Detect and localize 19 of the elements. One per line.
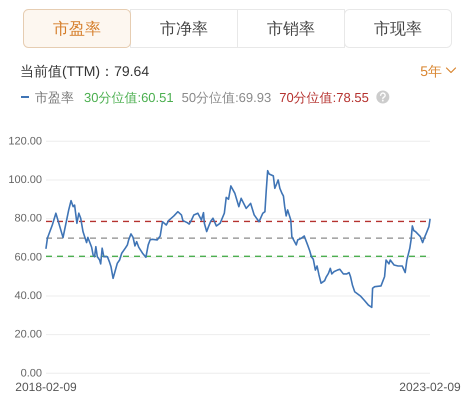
- ytick: 80.00: [14, 212, 42, 225]
- ytick: 120.00: [8, 135, 42, 148]
- tab-label: 市净率: [160, 21, 208, 38]
- tab-label: 市盈率: [53, 21, 101, 38]
- title: 当前值(TTM)：79.64: [20, 63, 150, 79]
- ytick: 60.00: [14, 251, 42, 264]
- legend-label: 市盈率: [35, 90, 74, 105]
- ytick: 40.00: [14, 290, 42, 302]
- xtick: 2023-02-09: [399, 380, 461, 394]
- ref-line-label: 70分位值:78.55: [279, 90, 369, 105]
- ytick: 0.00: [20, 367, 42, 380]
- tab-label: 市销率: [267, 21, 315, 38]
- ref-line-label: 30分位值:60.51: [84, 90, 174, 105]
- dropdown-label: 5年: [420, 63, 442, 79]
- xtick: 2018-02-09: [15, 380, 77, 394]
- ytick: 100.00: [8, 174, 42, 186]
- ytick: 20.00: [14, 328, 42, 341]
- ref-line-label: 50分位值:69.93: [182, 90, 272, 105]
- tab-label: 市现率: [374, 21, 422, 38]
